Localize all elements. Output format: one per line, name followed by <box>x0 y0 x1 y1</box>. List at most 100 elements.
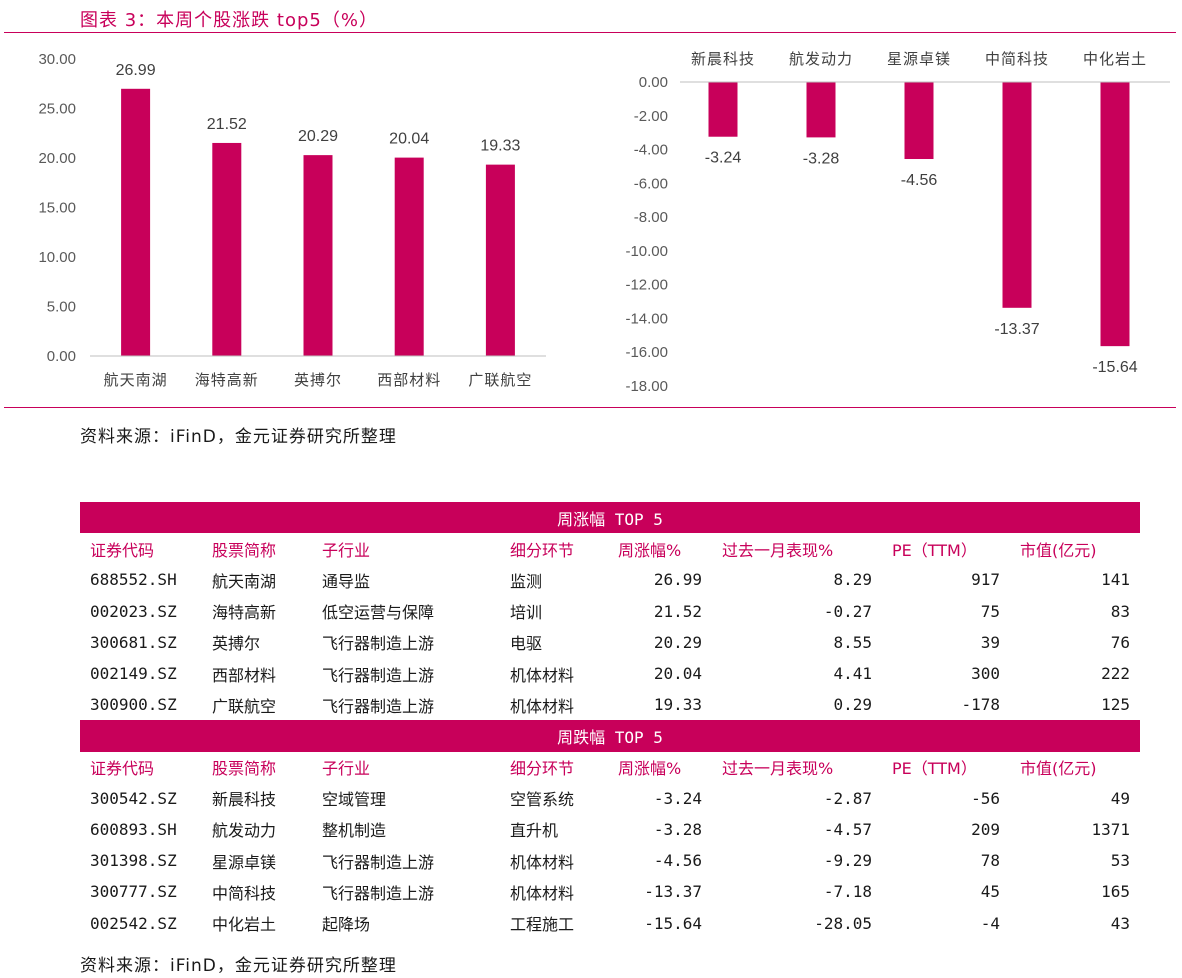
category-label: 星源卓镁 <box>887 50 951 68</box>
bar-value-label: 20.29 <box>298 128 338 145</box>
cell-segment: 机体材料 <box>510 883 575 903</box>
cell-segment: 机体材料 <box>510 696 575 716</box>
cell-weekly-change: -4.56 <box>653 851 702 871</box>
cell-month-performance: -0.27 <box>823 601 872 621</box>
cell-sub-industry: 空域管理 <box>322 790 387 810</box>
bar-value-label: -13.37 <box>994 321 1039 338</box>
band-title: 周涨幅 TOP 5 <box>80 502 1141 534</box>
category-label: 航天南湖 <box>104 371 168 389</box>
bar <box>1100 82 1130 347</box>
cell-weekly-change: -13.37 <box>644 882 702 902</box>
title-rule <box>4 32 1176 33</box>
category-label: 中简科技 <box>985 50 1049 68</box>
category-label: 航发动力 <box>789 50 853 68</box>
cell-weekly-change: -3.24 <box>653 788 702 808</box>
cell-market-cap: 165 <box>1101 882 1131 902</box>
cell-pe-ttm: 45 <box>980 882 1000 902</box>
cell-pe-ttm: 75 <box>980 601 1000 621</box>
cell-sub-industry: 飞行器制造上游 <box>322 852 435 872</box>
cell-segment: 电驱 <box>510 634 543 654</box>
y-tick-label: -16.00 <box>625 344 668 361</box>
band-title: 周跌幅 TOP 5 <box>80 720 1141 752</box>
table-row: 600893.SH 航发动力 整机制造 直升机 -3.28 -4.57 209 1371 <box>80 814 1140 845</box>
cell-name: 广联航空 <box>212 696 277 716</box>
y-tick-label: 30.00 <box>38 51 76 68</box>
category-label: 广联航空 <box>468 371 532 389</box>
cell-name: 中化岩土 <box>212 915 277 935</box>
cell-pe-ttm: -178 <box>961 695 1000 715</box>
table-section-band: 周跌幅 TOP 5 <box>80 720 1141 752</box>
cell-month-performance: 8.55 <box>833 632 872 652</box>
category-label: 中化岩土 <box>1083 50 1147 68</box>
cell-month-performance: 4.41 <box>833 664 872 684</box>
cell-month-performance: -28.05 <box>814 913 872 933</box>
column-header: 证券代码 <box>90 759 155 779</box>
bar <box>485 164 515 356</box>
y-tick-label: -6.00 <box>634 175 668 192</box>
cell-pe-ttm: 209 <box>971 819 1000 839</box>
table-source-note: 资料来源：iFinD，金元证券研究所整理 <box>80 956 397 976</box>
column-header: 股票简称 <box>212 759 277 779</box>
column-header: 证券代码 <box>90 540 155 560</box>
table-row: 300777.SZ 中简科技 飞行器制造上游 机体材料 -13.37 -7.18 45 165 <box>80 876 1140 907</box>
category-label: 海特高新 <box>195 371 259 389</box>
cell-name: 中简科技 <box>212 883 277 903</box>
cell-pe-ttm: 300 <box>971 664 1000 684</box>
cell-market-cap: 53 <box>1110 851 1131 871</box>
cell-segment: 工程施工 <box>510 915 575 935</box>
cell-name: 西部材料 <box>212 665 277 685</box>
top-gainers-bar-chart: 0.00 5.00 10.00 15.00 20.00 25.00 30.00 26.99 航天… <box>38 51 546 389</box>
column-header: 细分环节 <box>510 759 575 779</box>
y-tick-label: -8.00 <box>634 209 668 226</box>
cell-code: 300900.SZ <box>90 695 177 715</box>
cell-segment: 培训 <box>510 603 543 623</box>
bar-value-label: -3.28 <box>803 150 840 167</box>
cell-market-cap: 49 <box>1110 788 1131 808</box>
bar <box>708 82 738 137</box>
bar <box>212 142 242 356</box>
bar <box>1002 82 1032 308</box>
cell-code: 301398.SZ <box>90 851 177 871</box>
cell-code: 002149.SZ <box>90 664 177 684</box>
y-tick-label: 15.00 <box>38 200 76 217</box>
cell-month-performance: -7.18 <box>823 882 872 902</box>
cell-weekly-change: 26.99 <box>653 570 702 590</box>
bar-value-label: -3.24 <box>705 150 742 167</box>
cell-weekly-change: 20.29 <box>653 632 702 652</box>
cell-code: 300681.SZ <box>90 632 177 652</box>
cell-sub-industry: 飞行器制造上游 <box>322 696 435 716</box>
table-row: 688552.SH 航天南湖 通导监 监测 26.99 8.29 917 141 <box>80 564 1140 595</box>
chart-source-note: 资料来源：iFinD，金元证券研究所整理 <box>80 427 397 447</box>
y-tick-label: -4.00 <box>634 142 668 159</box>
cell-market-cap: 222 <box>1101 664 1131 684</box>
cell-month-performance: -2.87 <box>823 788 872 808</box>
stock-table: 周涨幅 TOP 5 证券代码 股票简称 子行业 细分环节 周涨幅% 过去一月表现% PE（TT… <box>80 502 1141 939</box>
cell-code: 300542.SZ <box>90 788 177 808</box>
cell-name: 航发动力 <box>212 821 277 841</box>
y-tick-label: -18.00 <box>625 378 668 395</box>
table-row: 002542.SZ 中化岩土 起降场 工程施工 -15.64 -28.05 -4 43 <box>80 907 1140 938</box>
y-tick-label: -12.00 <box>625 277 668 294</box>
cell-weekly-change: -3.28 <box>653 819 702 839</box>
cell-sub-industry: 通导监 <box>322 571 371 591</box>
column-header: 股票简称 <box>212 540 277 560</box>
bar <box>303 155 333 356</box>
column-header: 市值(亿元) <box>1020 759 1097 779</box>
column-header: 过去一月表现% <box>722 540 834 560</box>
column-header: 过去一月表现% <box>722 759 834 779</box>
column-header: PE（TTM） <box>892 759 977 779</box>
y-tick-label: -2.00 <box>634 108 668 125</box>
cell-name: 海特高新 <box>212 603 277 623</box>
cell-segment: 机体材料 <box>510 852 575 872</box>
cell-pe-ttm: 78 <box>980 851 1000 871</box>
cell-code: 300777.SZ <box>90 882 177 902</box>
cell-segment: 监测 <box>510 571 543 591</box>
y-tick-label: 0.00 <box>47 348 76 365</box>
y-tick-label: 10.00 <box>38 249 76 266</box>
column-header: 周涨幅% <box>618 759 682 779</box>
cell-code: 600893.SH <box>90 819 177 839</box>
cell-sub-industry: 飞行器制造上游 <box>322 634 435 654</box>
y-tick-label: -10.00 <box>625 243 668 260</box>
bar-value-label: 19.33 <box>480 138 520 155</box>
y-tick-label: 20.00 <box>38 150 76 167</box>
